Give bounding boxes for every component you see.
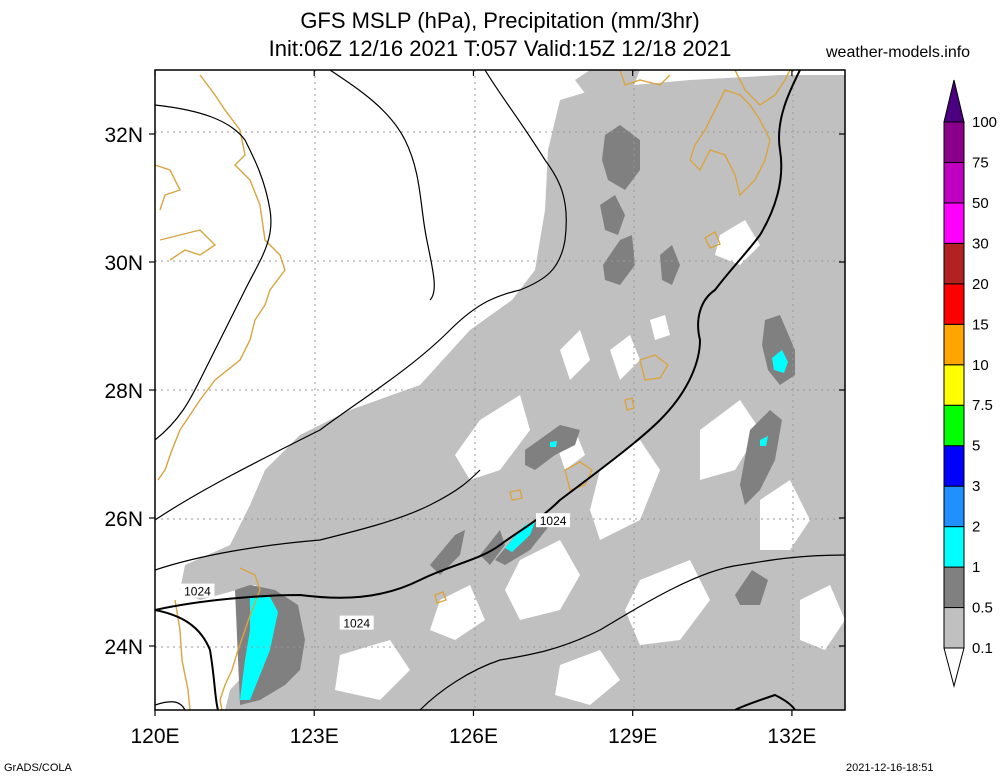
- lon-tick-label: 126E: [449, 725, 498, 748]
- isobar-label: 1024: [540, 514, 567, 528]
- coast-ryukyu-3: [509, 489, 523, 501]
- colorbar-level-label: 5: [972, 438, 980, 455]
- colorbar-level-label: 20: [972, 276, 989, 293]
- colorbar-swatch: [943, 526, 965, 568]
- grid-lines: [155, 70, 845, 710]
- coast-china-bay: [159, 229, 217, 261]
- coast-china-inlet: [155, 164, 181, 211]
- colorbar-level-label: 3: [972, 478, 980, 495]
- isobar-lines: [155, 70, 845, 710]
- colorbar-swatch: [943, 445, 965, 487]
- colorbar-swatch: [943, 607, 965, 649]
- isobar-1024-west: [155, 104, 272, 441]
- coast-ryukyu-6: [434, 591, 447, 604]
- colorbar-triangle-bottom: [943, 647, 965, 688]
- coast-japan-islands: [734, 70, 791, 106]
- map-axes: 120E 123E 126E 129E 132E 24N 26N 28N 30N 32N: [104, 70, 845, 748]
- colorbar-level-label: 1: [972, 559, 980, 576]
- colorbar-level-label: 0.1: [972, 640, 993, 657]
- colorbar-level-label: 100: [972, 114, 997, 131]
- isobar-upper-left: [329, 70, 435, 301]
- lon-tick-label: 132E: [767, 725, 816, 748]
- isobar-1024-north: [155, 70, 567, 521]
- isobar-1020: [419, 554, 845, 710]
- colorbar-swatch: [943, 323, 965, 366]
- coast-kyushu: [689, 89, 771, 197]
- colorbar-level-label: 7.5: [972, 397, 993, 414]
- isobar-inner-left: [155, 701, 186, 710]
- coast-china-mainland: [157, 74, 286, 481]
- colorbar-swatch: [943, 485, 965, 528]
- lat-tick-label: 26N: [104, 508, 143, 531]
- isobar-label-bg: [536, 513, 571, 528]
- coast-taiwan: [219, 567, 261, 710]
- colorbar-level-label: 50: [972, 195, 989, 212]
- colorbar-swatch: [943, 283, 965, 325]
- colorbar: 0.1 0.5 1 2 3 5 7.5 10 15 20 30 50 75 100: [943, 79, 997, 688]
- coast-ryukyu-1: [639, 354, 669, 381]
- isobar-label: 1024: [184, 585, 211, 599]
- coast-ryukyu-5: [704, 230, 721, 249]
- chart-title: GFS MSLP (hPa), Precipitation (mm/3hr): [300, 8, 700, 33]
- coast-korea-south: [619, 70, 671, 86]
- colorbar-swatch: [943, 202, 965, 244]
- colorbar-level-label: 15: [972, 316, 989, 333]
- precip-band-main: [180, 75, 845, 710]
- colorbar-level-label: 0.5: [972, 600, 993, 617]
- lon-tick-label: 123E: [290, 725, 339, 748]
- lon-tick-label: 120E: [130, 725, 179, 748]
- footer-left: GrADS/COLA: [4, 762, 72, 774]
- colorbar-level-label: 30: [972, 235, 989, 252]
- isobar-labels: 1024 1024 1024: [180, 513, 571, 631]
- lat-tick-label: 32N: [104, 124, 143, 147]
- footer-right: 2021-12-16-18:51: [846, 762, 934, 774]
- precip-gaps: [335, 220, 845, 705]
- colorbar-level-label: 75: [972, 154, 989, 171]
- coast-ryukyu-4: [624, 397, 635, 411]
- heavy-precip-layer: [240, 350, 788, 700]
- colorbar-swatch: [943, 242, 965, 285]
- colorbar-swatch: [943, 566, 965, 609]
- colorbar-level-label: 10: [972, 357, 989, 374]
- map-area: 1024 1024 1024: [155, 70, 845, 710]
- isobar-1024-south: [155, 70, 801, 611]
- light-precip-layer: [180, 70, 845, 710]
- lat-tick-label: 28N: [104, 380, 143, 403]
- site-label: weather-models.info: [826, 44, 971, 61]
- chart-subtitle: Init:06Z 12/16 2021 T:057 Valid:15Z 12/1…: [268, 36, 732, 61]
- isobar-label-bg: [339, 615, 374, 630]
- lon-tick-label: 129E: [608, 725, 657, 748]
- colorbar-triangle-top: [943, 79, 965, 123]
- coast-taiwan-west: [174, 599, 191, 710]
- colorbar-swatch: [943, 121, 965, 163]
- coastlines: [155, 70, 791, 710]
- colorbar-swatch: [943, 364, 965, 406]
- lat-tick-label: 24N: [104, 636, 143, 659]
- isobar-1024-mid: [155, 469, 481, 571]
- precip-blob-north: [575, 70, 640, 100]
- isobar-1024-loop: [155, 609, 219, 710]
- lat-tick-label: 30N: [104, 252, 143, 275]
- colorbar-level-label: 2: [972, 519, 980, 536]
- isobar-bottom-right: [734, 693, 796, 710]
- isobar-label-bg: [180, 583, 215, 598]
- colorbar-swatch: [943, 404, 965, 447]
- isobar-label: 1024: [343, 617, 370, 631]
- colorbar-swatch: [943, 161, 965, 204]
